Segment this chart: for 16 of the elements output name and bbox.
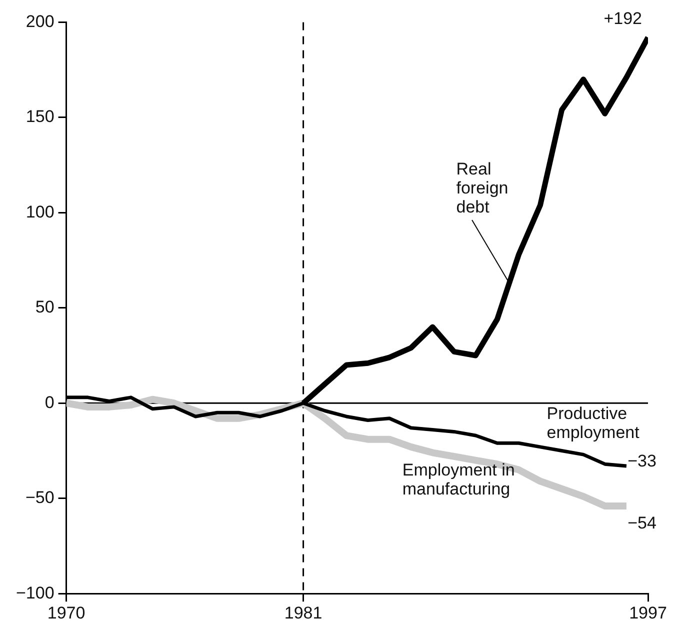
- x-tick-label: 1997: [629, 603, 667, 622]
- y-tick-label: −100: [16, 583, 54, 602]
- y-tick-label: 50: [35, 298, 54, 317]
- series-label: Employment in manufacturing: [402, 460, 515, 498]
- y-tick-label: 0: [44, 392, 54, 412]
- series-label: Productive employment: [546, 404, 640, 442]
- y-tick-label: 100: [26, 202, 54, 222]
- y-tick-label: 200: [26, 12, 54, 31]
- y-tick-label: 150: [26, 107, 54, 126]
- x-tick-label: 1970: [47, 603, 86, 622]
- annotation: +192: [604, 9, 642, 28]
- x-tick-label: 1981: [284, 603, 322, 622]
- annotation: −54: [628, 514, 656, 533]
- y-tick-label: −50: [25, 488, 54, 508]
- series-label: Real foreign debt: [456, 159, 508, 216]
- annotation: −33: [628, 452, 656, 471]
